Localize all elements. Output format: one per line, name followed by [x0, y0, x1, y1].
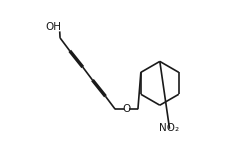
Text: OH: OH — [46, 22, 61, 32]
Text: NO₂: NO₂ — [159, 123, 180, 133]
Text: O: O — [122, 104, 131, 114]
